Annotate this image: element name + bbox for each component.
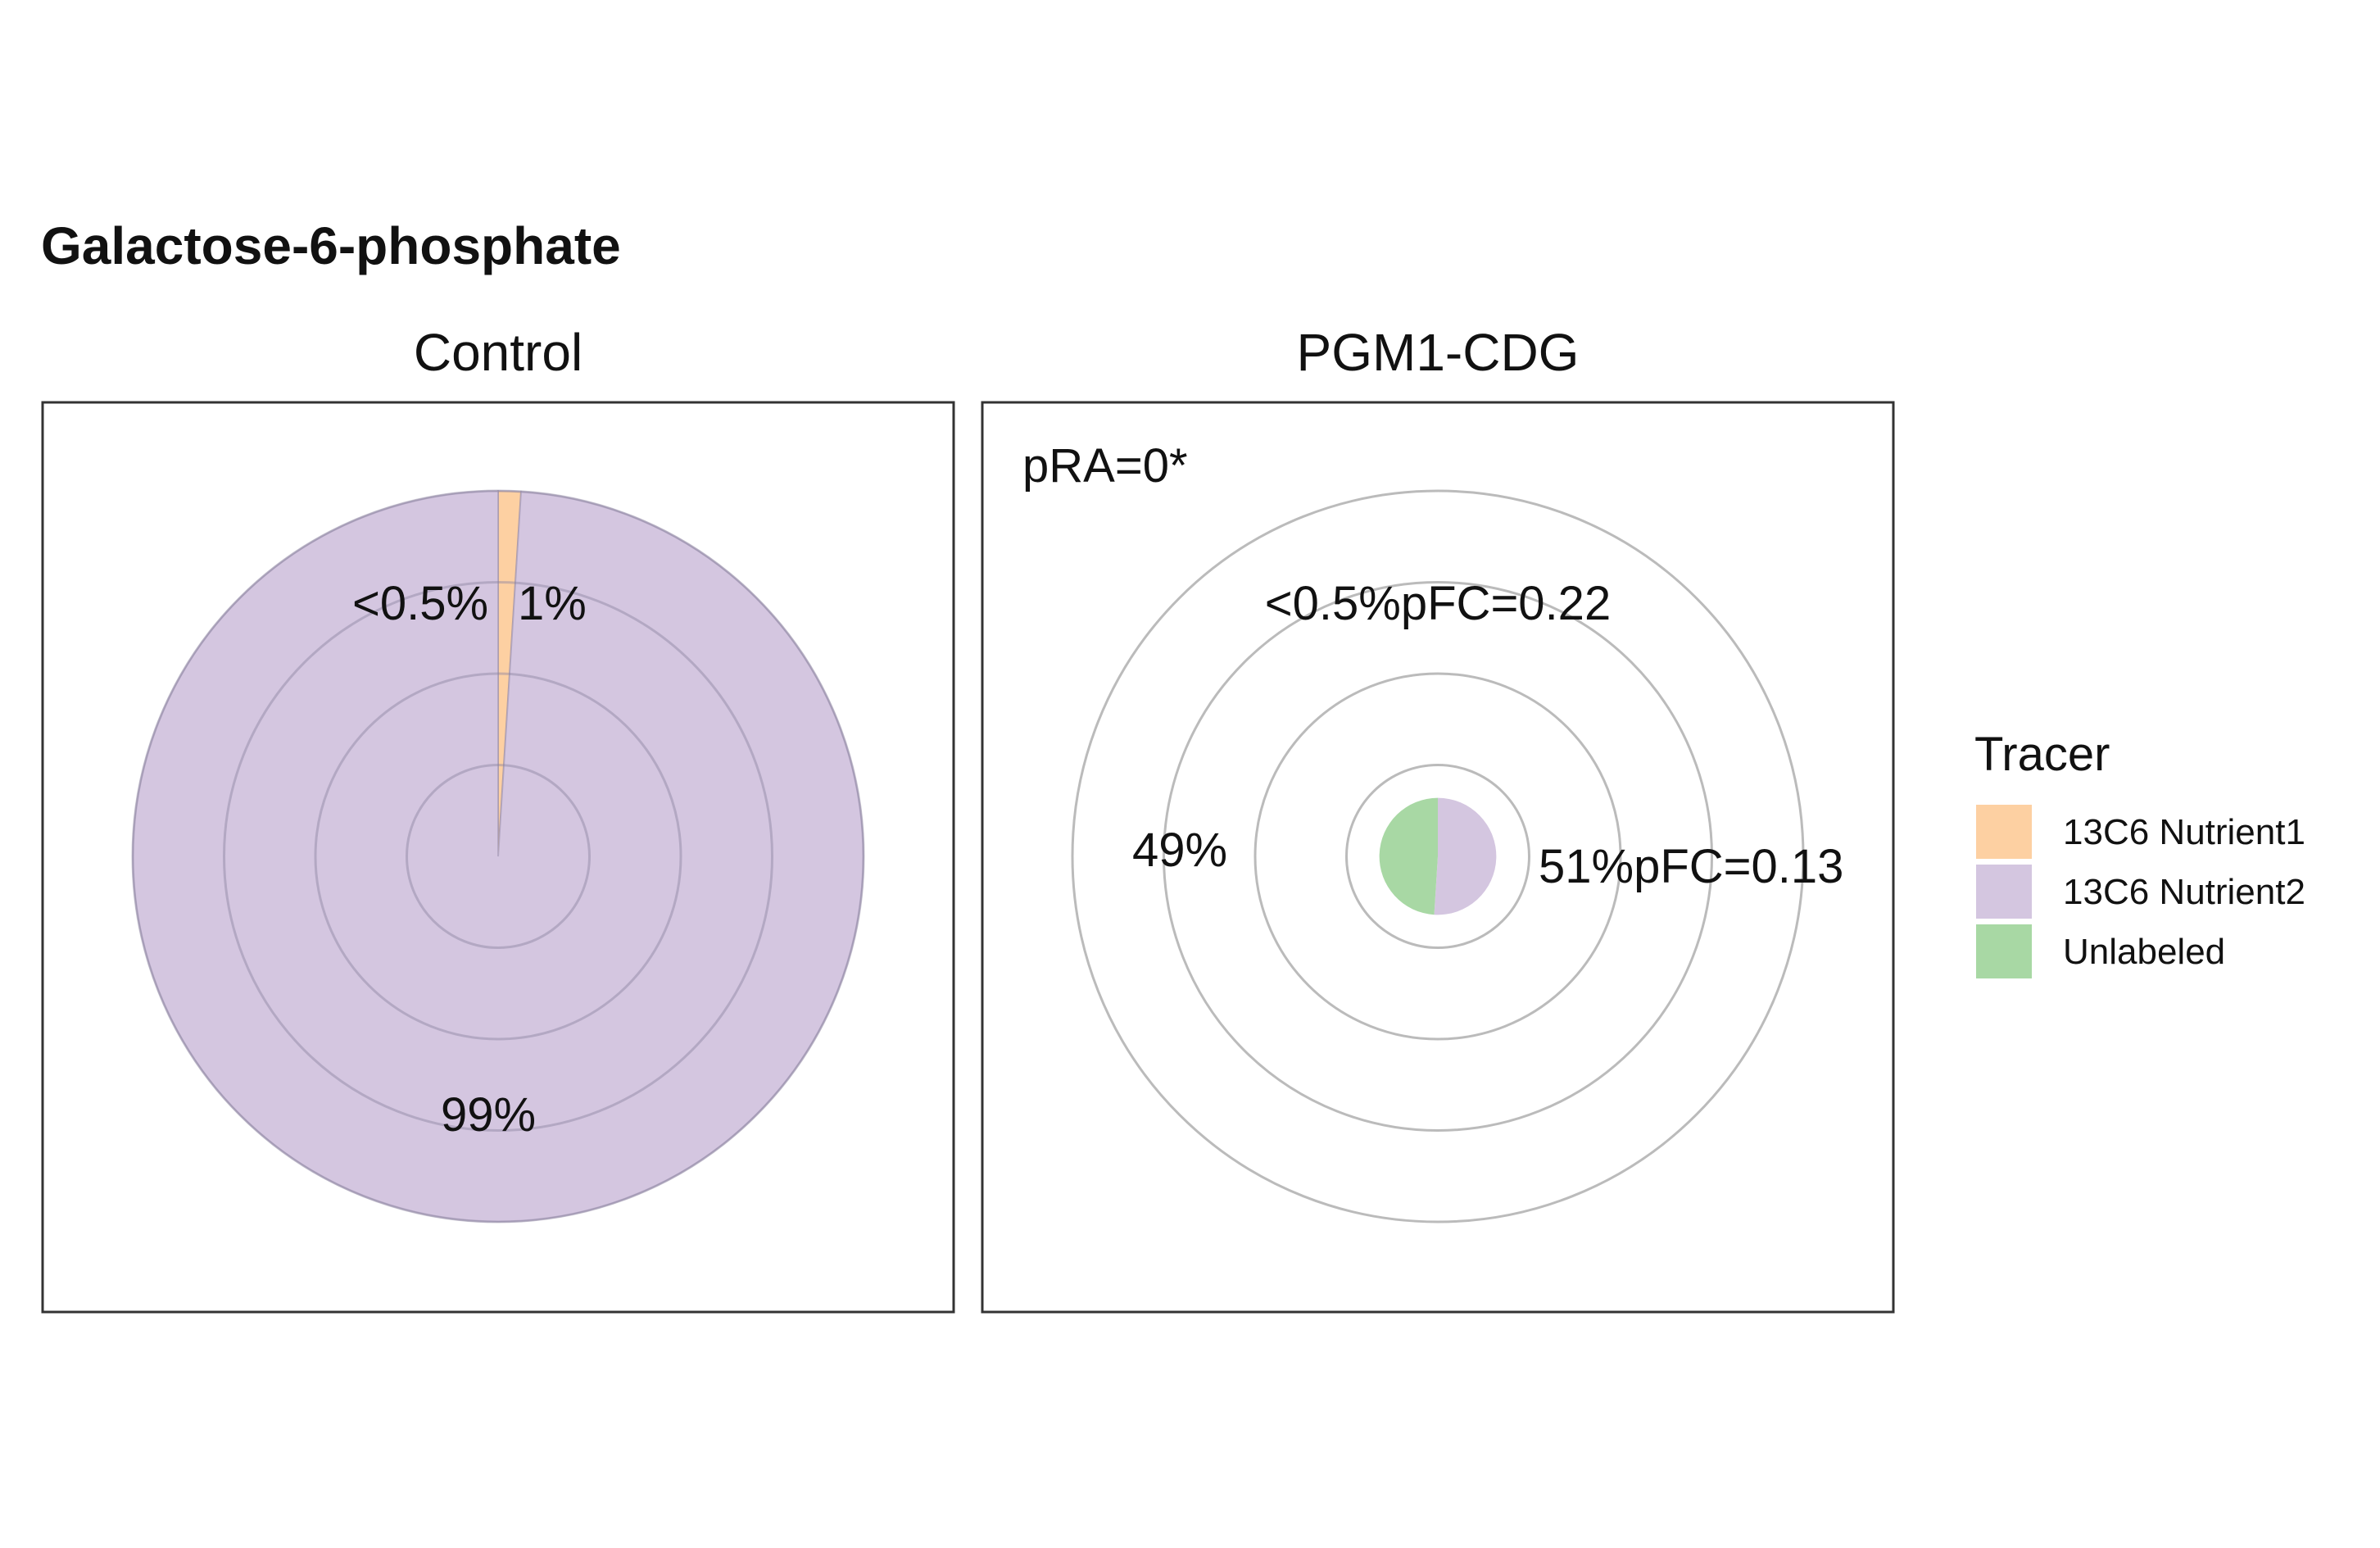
slice-label-unlabeled: 49% bbox=[1132, 824, 1227, 877]
slice-13c6-nutrient2 bbox=[1434, 797, 1497, 915]
panel-title-pgm1-cdg: PGM1-CDG bbox=[1297, 323, 1580, 382]
panel-pgm1-cdg: pRA=0* <0.5%pFC=0.22 49% 51%pFC=0.13 bbox=[981, 401, 1895, 1314]
slice-label-nutrient2: 99% bbox=[441, 1088, 536, 1142]
slice-unlabeled bbox=[1379, 797, 1438, 915]
slice-13c6-nutrient2 bbox=[132, 489, 864, 1223]
legend: Tracer 13C6 Nutrient1 13C6 Nutrient2 Unl… bbox=[1974, 728, 2305, 978]
slices-control bbox=[132, 489, 864, 1223]
grid-ring-2 bbox=[314, 672, 682, 1041]
grid-ring-1 bbox=[1345, 764, 1530, 949]
grid-ring-4 bbox=[131, 489, 865, 1223]
grid-ring-1 bbox=[406, 764, 591, 949]
slice-label-nutrient2-pfc: 51%pFC=0.13 bbox=[1539, 840, 1843, 893]
gridlines-pgm1-cdg bbox=[1071, 489, 1805, 1223]
grid-ring-4 bbox=[1071, 489, 1805, 1223]
panel-control: <0.5% 1% 99% bbox=[41, 401, 955, 1314]
legend-title: Tracer bbox=[1974, 728, 2110, 781]
panel-annotation-pra: pRA=0* bbox=[1022, 439, 1188, 493]
legend-label-nutrient1: 13C6 Nutrient1 bbox=[2063, 812, 2305, 852]
slice-label-nutrient1-lt: <0.5% bbox=[352, 577, 488, 630]
grid-ring-2 bbox=[1253, 672, 1622, 1041]
panel-title-control: Control bbox=[414, 323, 583, 382]
legend-label-nutrient2: 13C6 Nutrient2 bbox=[2063, 872, 2305, 912]
legend-key-nutrient1 bbox=[1976, 805, 2032, 859]
slices-pgm1-cdg bbox=[1379, 797, 1497, 915]
chart-title: Galactose-6-phosphate bbox=[41, 216, 621, 275]
legend-key-nutrient2 bbox=[1976, 865, 2032, 919]
slice-label-nutrient1-pfc: <0.5%pFC=0.22 bbox=[1265, 577, 1611, 630]
grid-ring-3 bbox=[223, 581, 773, 1132]
legend-label-unlabeled: Unlabeled bbox=[2063, 932, 2225, 972]
grid-ring-3 bbox=[1163, 581, 1713, 1132]
gridlines-control bbox=[131, 489, 865, 1223]
slice-label-nutrient1: 1% bbox=[518, 577, 587, 630]
legend-key-unlabeled bbox=[1976, 924, 2032, 978]
